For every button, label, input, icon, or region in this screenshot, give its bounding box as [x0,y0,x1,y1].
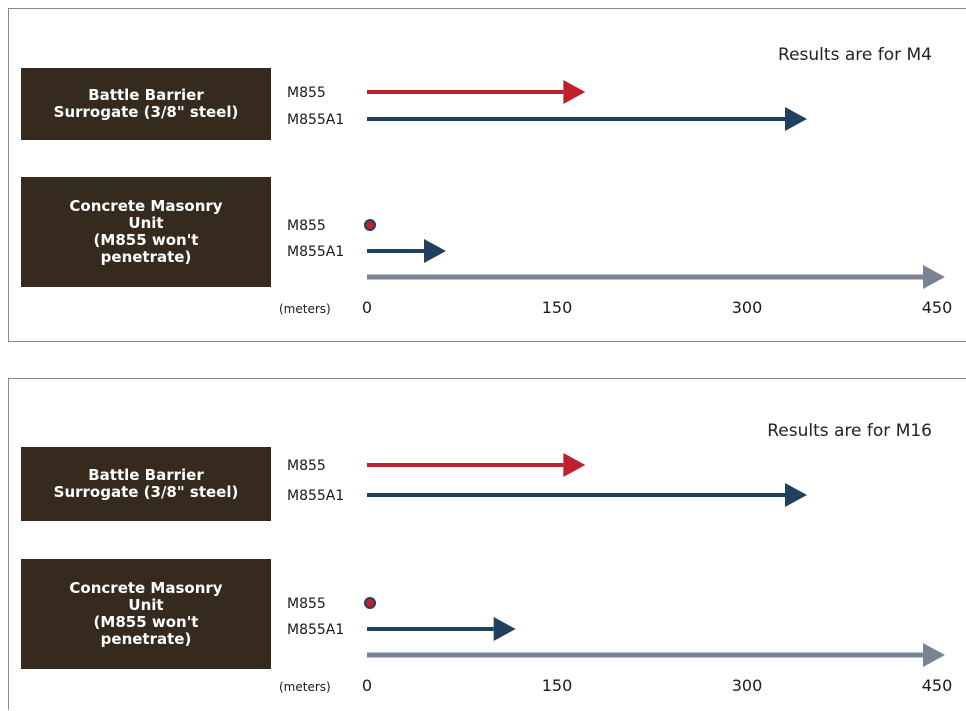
no-penetration-dot [364,597,376,609]
tick-label-0: 0 [362,676,372,695]
series-label-m855: M855 [287,85,326,101]
series-label-m855: M855 [287,596,326,612]
scale-arrow-head [923,265,945,289]
axis-unit-label: (meters) [279,302,331,316]
axis-unit-label: (meters) [279,680,331,694]
tick-label-450: 450 [922,676,953,695]
series-label-m855: M855 [287,218,326,234]
target-label-concrete: Concrete Masonry Unit (M855 won't penetr… [21,559,271,669]
chart-panel-m4: Results are for M4 Battle Barrier Surrog… [8,8,966,342]
tick-label-450: 450 [922,298,953,317]
arrow-head [493,617,516,641]
tick-label-0: 0 [362,298,372,317]
arrow-head [785,483,807,507]
chart-svg: M855 M855A1 M855 M855A1 (meters) 0 150 300 450 [279,453,953,695]
tick-label-150: 150 [542,298,573,317]
target-label-steel: Battle Barrier Surrogate (3/8" steel) [21,447,271,521]
series-label-m855a1: M855A1 [287,488,344,504]
no-penetration-dot [364,219,376,231]
chart-title: Results are for M4 [778,45,932,65]
tick-label-150: 150 [542,676,573,695]
series-label-m855: M855 [287,458,326,474]
chart-svg: M855 M855A1 M855 M855A1 (meters) 0 150 300 450 [279,80,953,317]
series-label-m855a1: M855A1 [287,622,344,638]
chart-panel-m16: Results are for M16 Battle Barrier Surro… [8,378,966,710]
arrow-head [563,80,586,104]
series-label-m855a1: M855A1 [287,244,344,260]
target-label-steel: Battle Barrier Surrogate (3/8" steel) [21,68,271,140]
chart-title: Results are for M16 [767,421,932,441]
tick-label-300: 300 [732,298,763,317]
tick-label-300: 300 [732,676,763,695]
arrow-head [563,453,586,477]
series-label-m855a1: M855A1 [287,112,344,128]
arrow-head [785,107,807,131]
scale-arrow-head [923,643,945,667]
arrow-head [424,239,446,263]
target-label-concrete: Concrete Masonry Unit (M855 won't penetr… [21,177,271,287]
